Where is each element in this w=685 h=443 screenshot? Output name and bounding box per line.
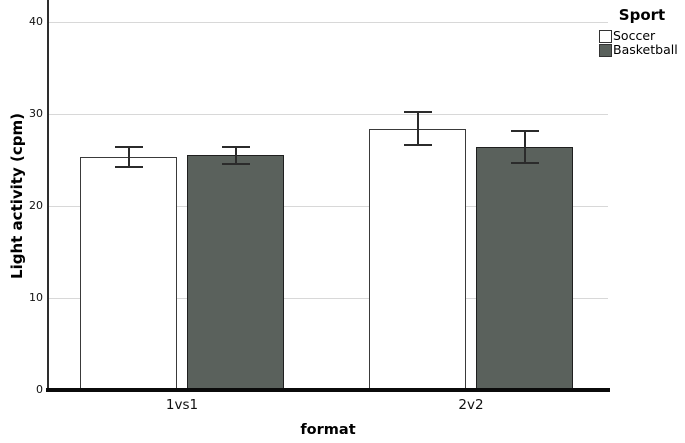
gridline-20 [48, 206, 608, 208]
legend: Sport Soccer Basketball [599, 6, 685, 57]
y-axis-line [47, 0, 49, 390]
legend-label-basketball: Basketball [613, 42, 678, 57]
error-bar-soccer-2v2-cap-bottom [403, 144, 432, 147]
error-bar-basketball-2v2 [523, 130, 526, 165]
gridline-40 [48, 22, 608, 24]
y-tick-label-40: 40 [29, 15, 43, 29]
gridline-10 [48, 298, 608, 300]
legend-item-soccer: Soccer [599, 29, 685, 43]
legend-item-basketball: Basketball [599, 43, 685, 57]
y-tick-label-30: 30 [29, 107, 43, 121]
error-bar-basketball-1vs1-cap-top [221, 145, 250, 148]
legend-label-soccer: Soccer [613, 28, 656, 43]
error-bar-soccer-1vs1-cap-bottom [114, 166, 143, 169]
legend-title: Sport [618, 6, 666, 24]
x-tick-label-2v2: 2v2 [458, 397, 484, 413]
bar-soccer-2v2 [369, 128, 466, 389]
y-tick-label-20: 20 [29, 199, 43, 213]
y-axis-title: Light activity (cpm) [8, 113, 26, 279]
y-tick-label-10: 10 [29, 291, 43, 305]
plot-area [46, 0, 610, 392]
gridline-30 [48, 114, 608, 116]
error-bar-basketball-2v2-cap-top [510, 130, 539, 133]
error-bar-soccer-1vs1-cap-top [114, 146, 143, 149]
x-axis-line [46, 388, 610, 392]
x-axis-title: format [300, 422, 356, 438]
bar-basketball-2v2 [476, 147, 573, 389]
error-bar-soccer-1vs1 [127, 146, 130, 169]
error-bar-soccer-2v2 [416, 111, 419, 147]
y-tick-label-0: 0 [36, 383, 43, 396]
legend-swatch-soccer [599, 29, 612, 43]
x-tick-label-1vs1: 1vs1 [165, 397, 199, 413]
error-bar-soccer-2v2-cap-top [403, 111, 432, 114]
bar-soccer-1vs1 [80, 157, 177, 389]
bar-basketball-1vs1 [187, 155, 284, 389]
error-bar-basketball-1vs1 [234, 145, 237, 166]
error-bar-basketball-2v2-cap-bottom [510, 162, 539, 165]
legend-swatch-basketball [599, 43, 612, 57]
error-bar-basketball-1vs1-cap-bottom [221, 163, 250, 166]
legend-items: Soccer Basketball [599, 29, 685, 57]
